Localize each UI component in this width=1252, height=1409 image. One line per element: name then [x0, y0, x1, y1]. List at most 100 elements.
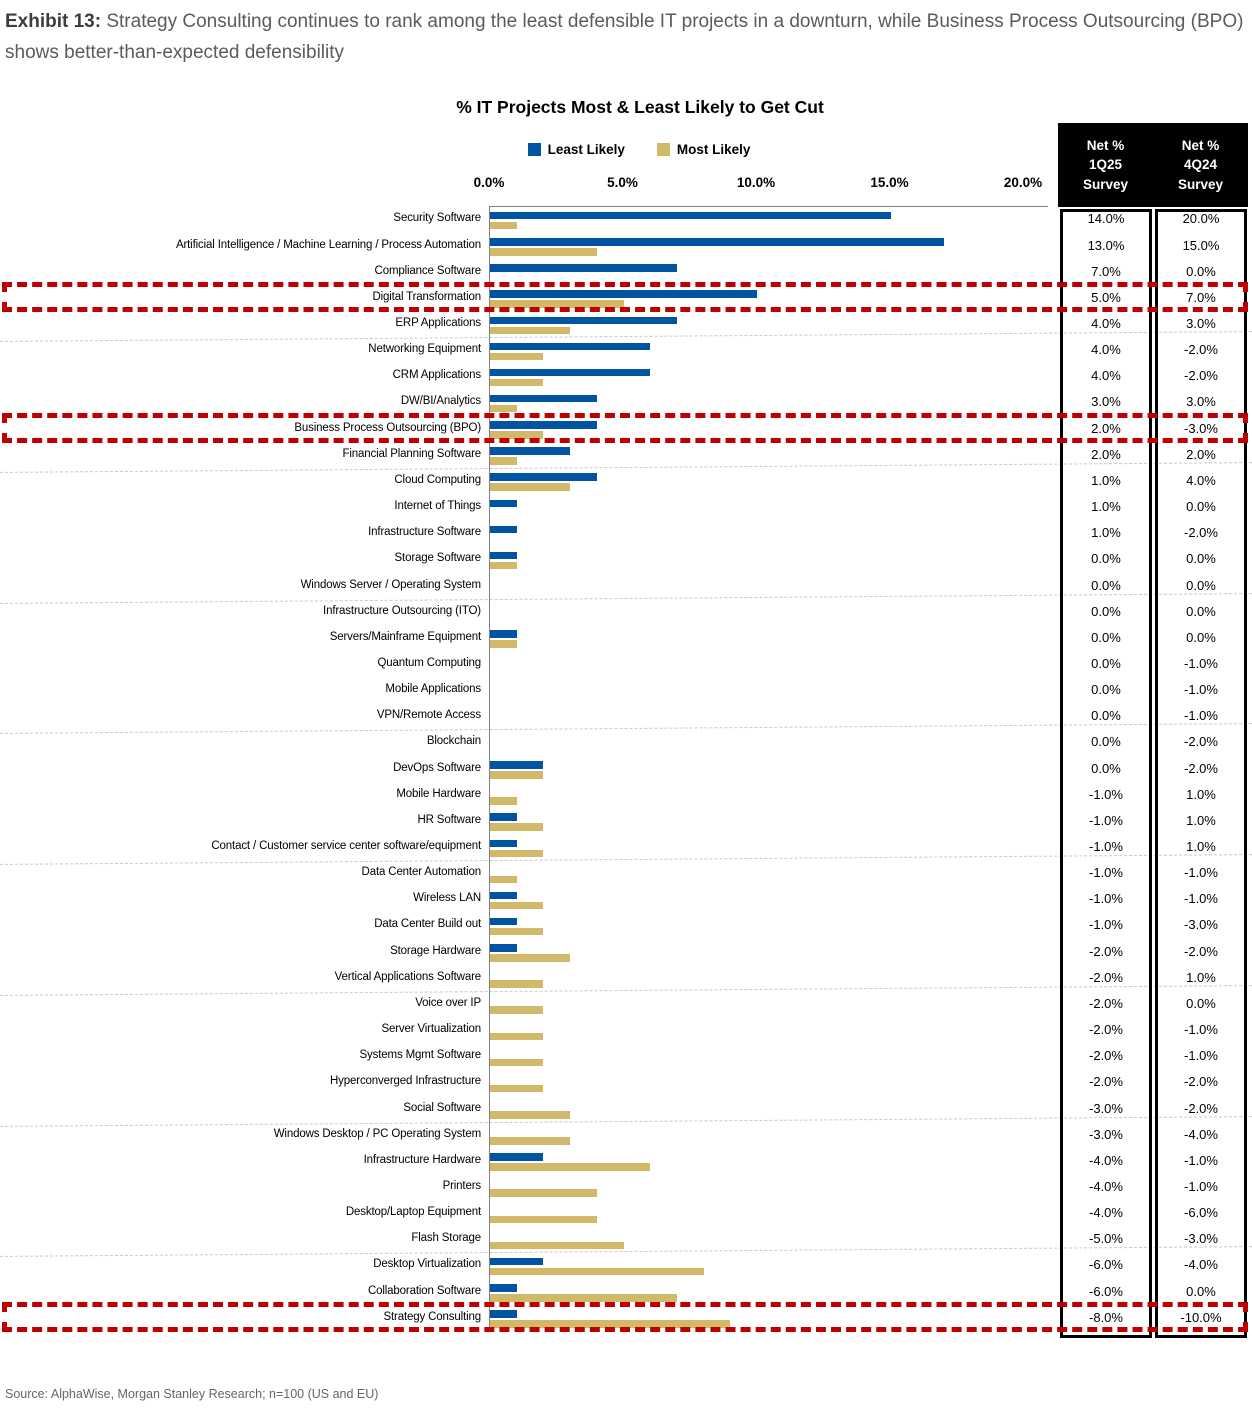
bar-most-likely: [490, 1215, 597, 1224]
net-4q24-value: 0.0%: [1186, 263, 1216, 279]
net-1q25-value: 13.0%: [1087, 237, 1125, 253]
net-1q25-value: 1.0%: [1091, 499, 1121, 515]
category-label: Collaboration Software: [367, 1284, 481, 1297]
highlight-box: [2, 1301, 1248, 1332]
bar-most-likely: [490, 457, 517, 465]
bar-most-likely: [490, 1032, 544, 1041]
net-4q24-value: 3.0%: [1186, 316, 1216, 331]
category-label: Internet of Things: [394, 500, 481, 513]
category-label: Vertical Applications Software: [334, 970, 482, 983]
bar-most-likely: [490, 823, 544, 831]
net-1q25-value: 4.0%: [1091, 368, 1121, 384]
bar-most-likely: [490, 326, 571, 334]
bar-least-likely: [490, 839, 517, 847]
net-1q25-value: 0.0%: [1091, 603, 1121, 619]
bar-least-likely: [490, 630, 517, 638]
net-1q25-value: -2.0%: [1089, 1022, 1123, 1038]
net-1q25-value: 0.0%: [1091, 682, 1121, 698]
category-label: Storage Hardware: [390, 944, 481, 957]
exhibit-label: Exhibit 13:: [5, 11, 102, 32]
category-label: HR Software: [417, 813, 481, 826]
net-4q24-value: -4.0%: [1184, 1257, 1218, 1273]
net-1q25-value: -2.0%: [1089, 1074, 1123, 1090]
net-1q25-value: 1.0%: [1091, 525, 1121, 541]
bar-least-likely: [490, 316, 677, 324]
bar-least-likely: [490, 891, 517, 900]
net-1q25-value: 2.0%: [1091, 446, 1121, 462]
bar-least-likely: [490, 813, 517, 821]
net-1q25-value: -2.0%: [1089, 1048, 1123, 1064]
net-4q24-value: -1.0%: [1184, 708, 1218, 724]
net-1q25-value: 4.0%: [1091, 316, 1121, 331]
net-4q24-value: 1.0%: [1186, 786, 1216, 802]
bar-most-likely: [490, 1058, 544, 1067]
net-4q24-value: -3.0%: [1184, 1231, 1218, 1247]
bar-most-likely: [490, 901, 544, 910]
category-label: Mobile Hardware: [396, 787, 481, 800]
net-1q25-value: -2.0%: [1089, 943, 1123, 959]
net-4q24-value: -1.0%: [1184, 1048, 1218, 1064]
net-4q24-value: -3.0%: [1184, 420, 1218, 436]
highlight-box: [2, 281, 1248, 312]
net-col-1q25-header-line3: Survey: [1082, 176, 1129, 192]
bar-least-likely: [490, 944, 517, 952]
bar-most-likely: [490, 352, 544, 361]
bar-most-likely: [490, 300, 624, 308]
net-1q25-value: 7.0%: [1091, 263, 1121, 279]
bar-most-likely: [490, 1294, 677, 1302]
bar-least-likely: [490, 551, 517, 560]
category-label: DW/BI/Analytics: [400, 395, 481, 408]
category-label: Infrastructure Outsourcing (ITO): [323, 604, 481, 617]
bar-least-likely: [490, 499, 517, 508]
category-label: CRM Applications: [392, 369, 482, 382]
x-axis-tick-5: 5.0%: [607, 175, 638, 190]
net-4q24-value: -1.0%: [1184, 1022, 1218, 1038]
legend-item-most-likely: Most Likely: [656, 142, 750, 157]
bar-most-likely: [490, 1137, 571, 1145]
category-label: Voice over IP: [415, 996, 481, 1009]
net-4q24-value: 1.0%: [1186, 812, 1216, 828]
bar-most-likely: [490, 849, 544, 857]
bar-least-likely: [490, 917, 517, 926]
net-col-4q24-header-line3: Survey: [1177, 176, 1224, 192]
bar-least-likely: [490, 394, 597, 403]
net-1q25-value: 1.0%: [1091, 472, 1121, 488]
bar-most-likely: [490, 404, 517, 413]
category-label: Flash Storage: [411, 1232, 481, 1245]
highlight-box: [2, 412, 1248, 443]
net-1q25-value: -6.0%: [1089, 1257, 1123, 1273]
category-label: DevOps Software: [393, 761, 481, 774]
exhibit-title: Strategy Consulting continues to rank am…: [5, 11, 1244, 64]
x-axis-tick-20: 20.0%: [1003, 175, 1043, 190]
x-axis-line: [489, 206, 1048, 207]
category-label: Quantum Computing: [377, 656, 481, 669]
category-label: Infrastructure Hardware: [363, 1153, 482, 1166]
bar-most-likely: [490, 980, 544, 988]
category-label: Printers: [442, 1179, 482, 1192]
legend-label-least-likely: Least Likely: [547, 142, 625, 157]
bar-least-likely: [490, 342, 651, 351]
net-1q25-value: 0.0%: [1091, 708, 1121, 724]
category-label: Contact / Customer service center softwa…: [211, 840, 481, 852]
net-1q25-value: -2.0%: [1089, 969, 1123, 985]
category-label: Cloud Computing: [394, 473, 481, 486]
category-label: Desktop/Laptop Equipment: [345, 1206, 481, 1219]
net-col-4q24-header-line2: 4Q24: [1183, 157, 1218, 173]
bar-least-likely: [490, 290, 757, 298]
net-4q24-value: 0.0%: [1186, 995, 1216, 1011]
bar-least-likely: [490, 238, 944, 246]
net-4q24-value: -2.0%: [1184, 342, 1218, 358]
category-label: Mobile Applications: [385, 683, 481, 696]
x-axis-tick-15: 15.0%: [870, 175, 909, 190]
net-4q24-value: -4.0%: [1184, 1126, 1218, 1142]
net-1q25-value: 14.0%: [1087, 211, 1125, 227]
category-label: Data Center Automation: [361, 866, 482, 879]
bar-most-likely: [490, 221, 517, 230]
net-1q25-value: 0.0%: [1091, 551, 1121, 567]
net-columns-header: Net % 1Q25 Survey Net % 4Q24 Survey: [1058, 123, 1248, 207]
category-label: Wireless LAN: [413, 892, 481, 905]
net-4q24-value: 2.0%: [1186, 446, 1216, 462]
net-1q25-value: 0.0%: [1091, 629, 1121, 645]
net-1q25-value: 0.0%: [1091, 760, 1121, 776]
